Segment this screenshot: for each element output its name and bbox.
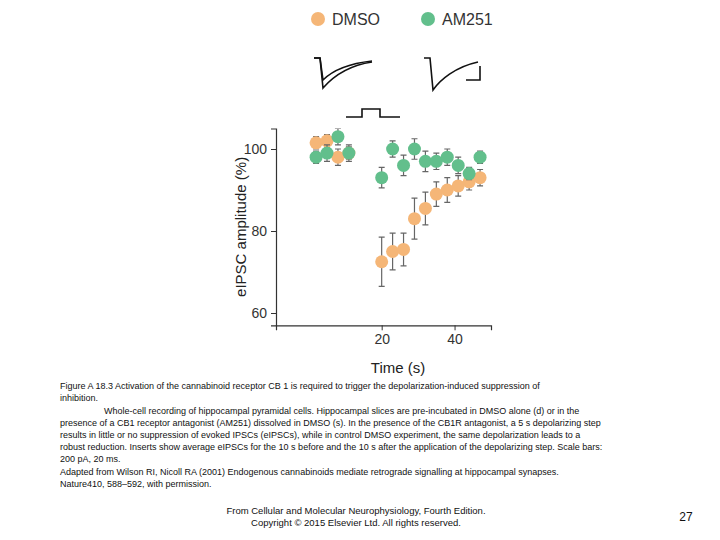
step-indicator xyxy=(346,109,400,117)
tick-mark xyxy=(271,231,276,232)
tick: 80 xyxy=(251,223,276,239)
point xyxy=(310,136,323,149)
footer: From Cellular and Molecular Neurophysiol… xyxy=(226,505,485,528)
caption-line: 200 pA, 20 ms. xyxy=(60,454,121,464)
footer-line: From Cellular and Molecular Neurophysiol… xyxy=(226,505,485,516)
legend-label: DMSO xyxy=(332,11,380,28)
caption-line: Nature410, 588–592, with permission. xyxy=(60,479,212,489)
point xyxy=(375,255,388,268)
axis-line xyxy=(271,129,277,326)
legend-label: AM251 xyxy=(442,11,493,28)
tick: 40 xyxy=(447,325,463,347)
scale-bar xyxy=(466,66,480,80)
legend-marker xyxy=(311,12,325,26)
y-axis-title: eIPSC amplitude (%) xyxy=(232,157,249,297)
axis-line xyxy=(277,326,492,331)
tick: 20 xyxy=(374,325,390,347)
inset-trace xyxy=(314,58,372,80)
tick-label: 20 xyxy=(374,331,390,347)
point xyxy=(441,151,454,164)
x-axis: 2040 xyxy=(277,325,492,347)
caption-line: Figure A 18.3 Activation of the cannabin… xyxy=(60,381,540,391)
caption-line: Whole-cell recording of hippocampal pyra… xyxy=(104,406,579,416)
tick-label: 100 xyxy=(244,141,268,157)
caption-line: results in little or no suppression of e… xyxy=(60,430,580,440)
tick: 60 xyxy=(251,305,276,321)
point xyxy=(463,167,476,180)
x-axis-title: Time (s) xyxy=(371,359,425,376)
point xyxy=(386,143,399,156)
tick-mark xyxy=(271,149,276,150)
legend-marker xyxy=(421,12,435,26)
caption-line: inhibition. xyxy=(60,393,98,403)
footer-line: Copyright © 2015 Elsevier Ltd. All right… xyxy=(251,517,461,528)
page-number: 27 xyxy=(679,510,693,524)
tick-label: 40 xyxy=(447,331,463,347)
point xyxy=(474,151,487,164)
point xyxy=(321,147,334,160)
inset-trace xyxy=(314,58,372,88)
point xyxy=(386,245,399,258)
tick-mark xyxy=(271,313,276,314)
series xyxy=(310,134,487,286)
tick-label: 80 xyxy=(251,223,267,239)
point xyxy=(397,243,410,256)
tick-mark xyxy=(455,325,456,330)
plot-area xyxy=(310,129,487,287)
tick-mark xyxy=(382,325,383,330)
point xyxy=(419,202,432,215)
legend-entry: AM251 xyxy=(421,11,493,28)
point xyxy=(452,159,465,172)
point xyxy=(342,147,355,160)
inset-traces xyxy=(314,58,480,90)
tick: 100 xyxy=(244,141,276,157)
inset-trace xyxy=(424,58,478,90)
point xyxy=(408,143,421,156)
point xyxy=(375,171,388,184)
tick-label: 60 xyxy=(251,305,267,321)
caption: Figure A 18.3 Activation of the cannabin… xyxy=(60,381,602,489)
point xyxy=(408,212,421,225)
point xyxy=(397,159,410,172)
point xyxy=(331,130,344,143)
caption-line: presence of a CB1 receptor antagonist (A… xyxy=(60,418,601,428)
series xyxy=(310,129,487,188)
legend-entry: DMSO xyxy=(311,11,380,28)
caption-line: Adapted from Wilson RI, Nicoll RA (2001)… xyxy=(60,467,559,477)
slide: 60801002040Time (s)eIPSC amplitude (%)DM… xyxy=(0,0,720,540)
point xyxy=(342,147,355,160)
caption-line: robust reduction. Inserts show average e… xyxy=(60,442,602,452)
